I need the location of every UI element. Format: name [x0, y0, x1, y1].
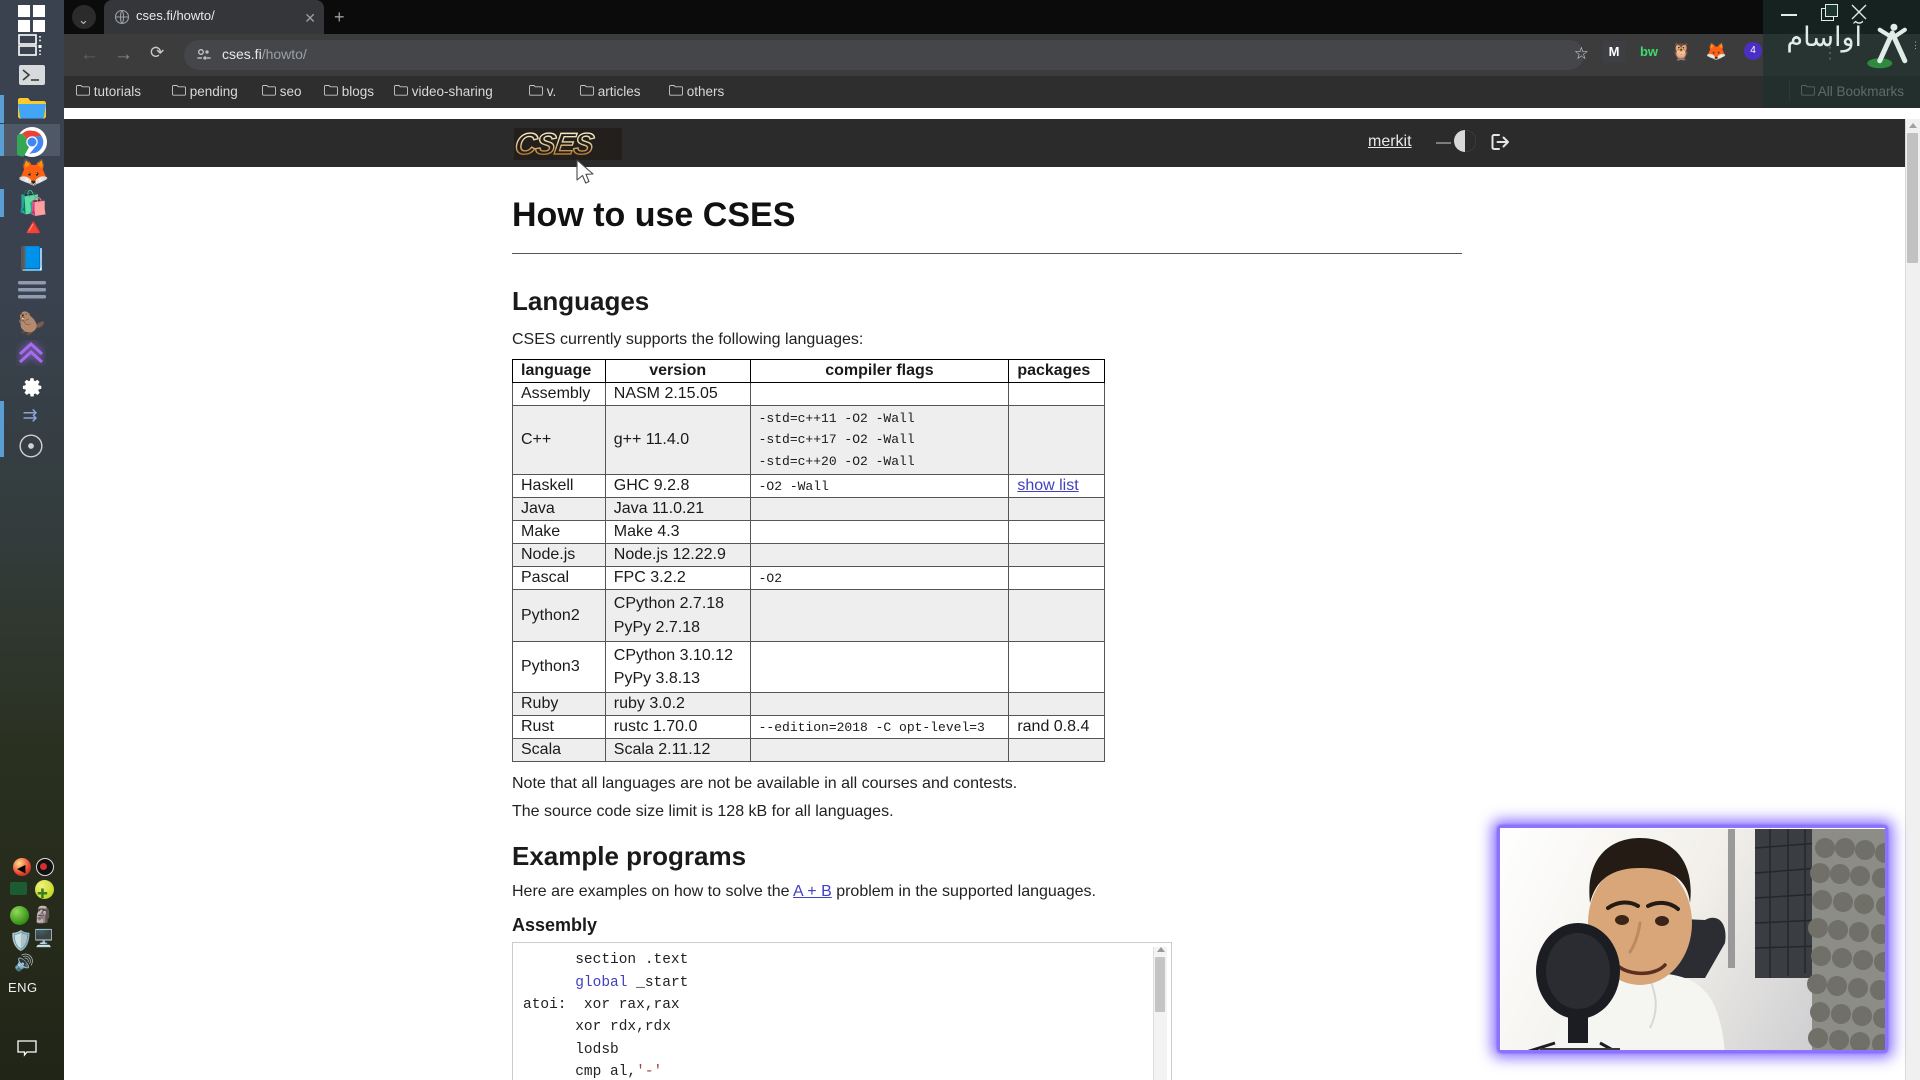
svg-text:آواسام: آواسام	[1786, 20, 1863, 53]
svg-text:CSES: CSES	[513, 128, 596, 161]
